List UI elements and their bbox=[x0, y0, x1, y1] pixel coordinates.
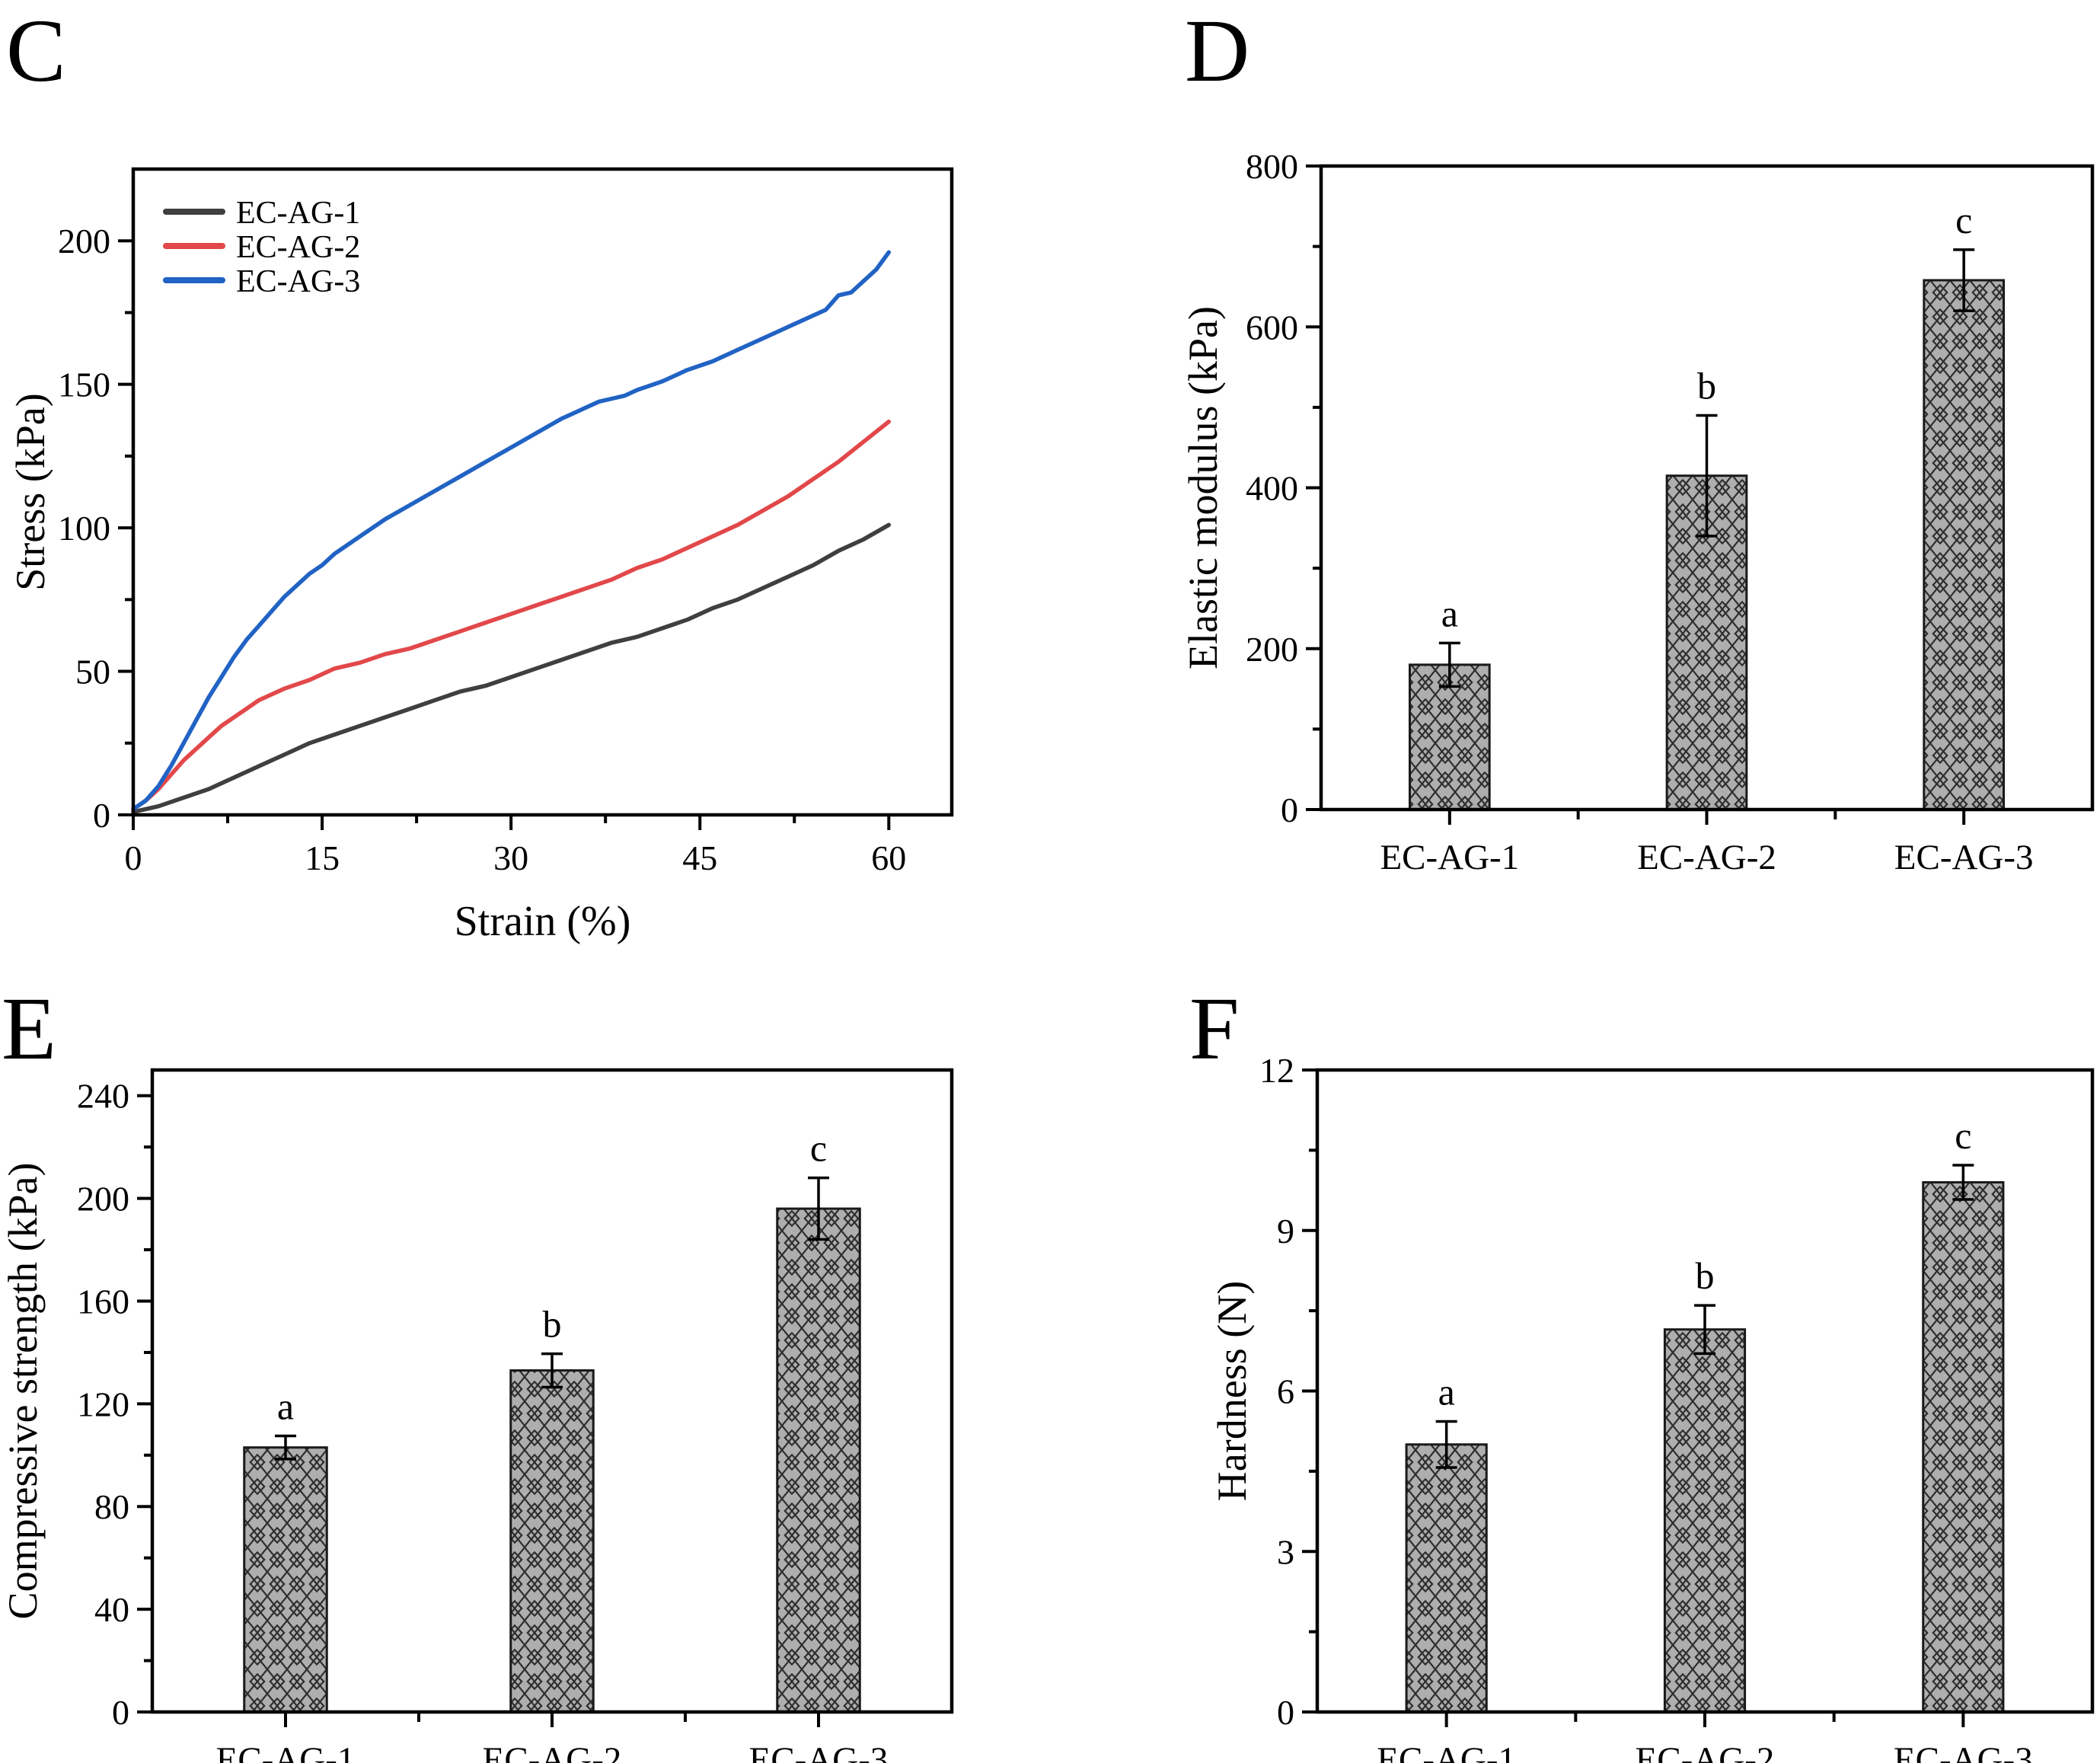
svg-text:0: 0 bbox=[112, 1693, 129, 1732]
svg-text:240: 240 bbox=[77, 1077, 129, 1116]
svg-text:EC-AG-1: EC-AG-1 bbox=[216, 1740, 356, 1763]
svg-text:6: 6 bbox=[1277, 1372, 1294, 1411]
svg-text:Elastic modulus (kPa): Elastic modulus (kPa) bbox=[1180, 306, 1226, 669]
svg-text:60: 60 bbox=[871, 838, 906, 877]
panel-c-label: C bbox=[6, 1, 66, 101]
svg-text:40: 40 bbox=[94, 1590, 129, 1629]
svg-text:Stress (kPa): Stress (kPa) bbox=[8, 393, 53, 590]
svg-text:0: 0 bbox=[125, 838, 142, 877]
svg-text:EC-AG-2: EC-AG-2 bbox=[1637, 838, 1776, 877]
svg-text:15: 15 bbox=[305, 838, 340, 877]
svg-text:b: b bbox=[1696, 1254, 1715, 1297]
svg-text:12: 12 bbox=[1259, 1051, 1294, 1090]
panel-e-label: E bbox=[2, 979, 57, 1078]
svg-text:45: 45 bbox=[682, 838, 717, 877]
svg-text:Compressive strength (kPa): Compressive strength (kPa) bbox=[0, 1163, 46, 1620]
svg-text:200: 200 bbox=[58, 222, 110, 260]
svg-text:EC-AG-2: EC-AG-2 bbox=[1636, 1740, 1775, 1763]
svg-text:200: 200 bbox=[1246, 630, 1298, 669]
svg-text:EC-AG-1: EC-AG-1 bbox=[1377, 1740, 1516, 1763]
svg-text:a: a bbox=[277, 1385, 294, 1428]
svg-text:50: 50 bbox=[75, 653, 110, 691]
svg-text:EC-AG-1: EC-AG-1 bbox=[236, 196, 360, 231]
svg-text:c: c bbox=[810, 1127, 827, 1170]
svg-text:Strain (%): Strain (%) bbox=[455, 898, 631, 945]
svg-text:0: 0 bbox=[1277, 1693, 1294, 1732]
svg-text:160: 160 bbox=[77, 1282, 129, 1321]
svg-text:0: 0 bbox=[1281, 790, 1298, 829]
panel-e-chart: 0 40 80 120 160 200 240 Compressive strength (k… bbox=[0, 1068, 954, 1763]
svg-text:100: 100 bbox=[58, 509, 110, 548]
svg-text:c: c bbox=[1955, 1114, 1971, 1157]
panel-d-chart: 0 200 400 600 800 Elastic modulus (kPa) a EC-AG… bbox=[1180, 147, 2095, 877]
svg-text:0: 0 bbox=[93, 796, 110, 835]
panel-d-label: D bbox=[1185, 1, 1250, 101]
svg-text:Hardness (N): Hardness (N) bbox=[1209, 1281, 1255, 1501]
panel-f-label: F bbox=[1189, 979, 1240, 1078]
svg-text:30: 30 bbox=[493, 838, 528, 877]
svg-text:200: 200 bbox=[77, 1180, 129, 1218]
svg-text:c: c bbox=[1955, 199, 1972, 241]
panel-f-chart: 0 3 6 9 12 Hardness (N) a EC-AG-1 b EC-AG-2 c EC-AG… bbox=[1209, 1051, 2095, 1763]
svg-text:EC-AG-3: EC-AG-3 bbox=[1894, 1740, 2033, 1763]
svg-text:80: 80 bbox=[94, 1487, 129, 1526]
svg-text:EC-AG-2: EC-AG-2 bbox=[483, 1740, 622, 1763]
svg-text:EC-AG-3: EC-AG-3 bbox=[749, 1740, 889, 1763]
svg-text:400: 400 bbox=[1246, 469, 1298, 508]
panel-c-chart: 0 50 100 150 200 Stress (kPa) 0 15 30 45 60 Strain … bbox=[8, 167, 954, 945]
svg-text:b: b bbox=[543, 1303, 562, 1346]
svg-text:EC-AG-3: EC-AG-3 bbox=[1894, 838, 2034, 877]
svg-text:EC-AG-3: EC-AG-3 bbox=[236, 264, 360, 299]
svg-text:EC-AG-2: EC-AG-2 bbox=[236, 230, 360, 265]
svg-text:EC-AG-1: EC-AG-1 bbox=[1380, 838, 1519, 877]
svg-text:9: 9 bbox=[1277, 1212, 1294, 1250]
svg-text:800: 800 bbox=[1246, 147, 1298, 186]
svg-text:3: 3 bbox=[1277, 1532, 1294, 1571]
svg-text:600: 600 bbox=[1246, 308, 1298, 347]
svg-text:b: b bbox=[1697, 364, 1716, 407]
svg-text:150: 150 bbox=[58, 366, 110, 404]
svg-text:a: a bbox=[1438, 1371, 1455, 1413]
svg-text:120: 120 bbox=[77, 1385, 129, 1423]
svg-text:a: a bbox=[1441, 592, 1458, 634]
